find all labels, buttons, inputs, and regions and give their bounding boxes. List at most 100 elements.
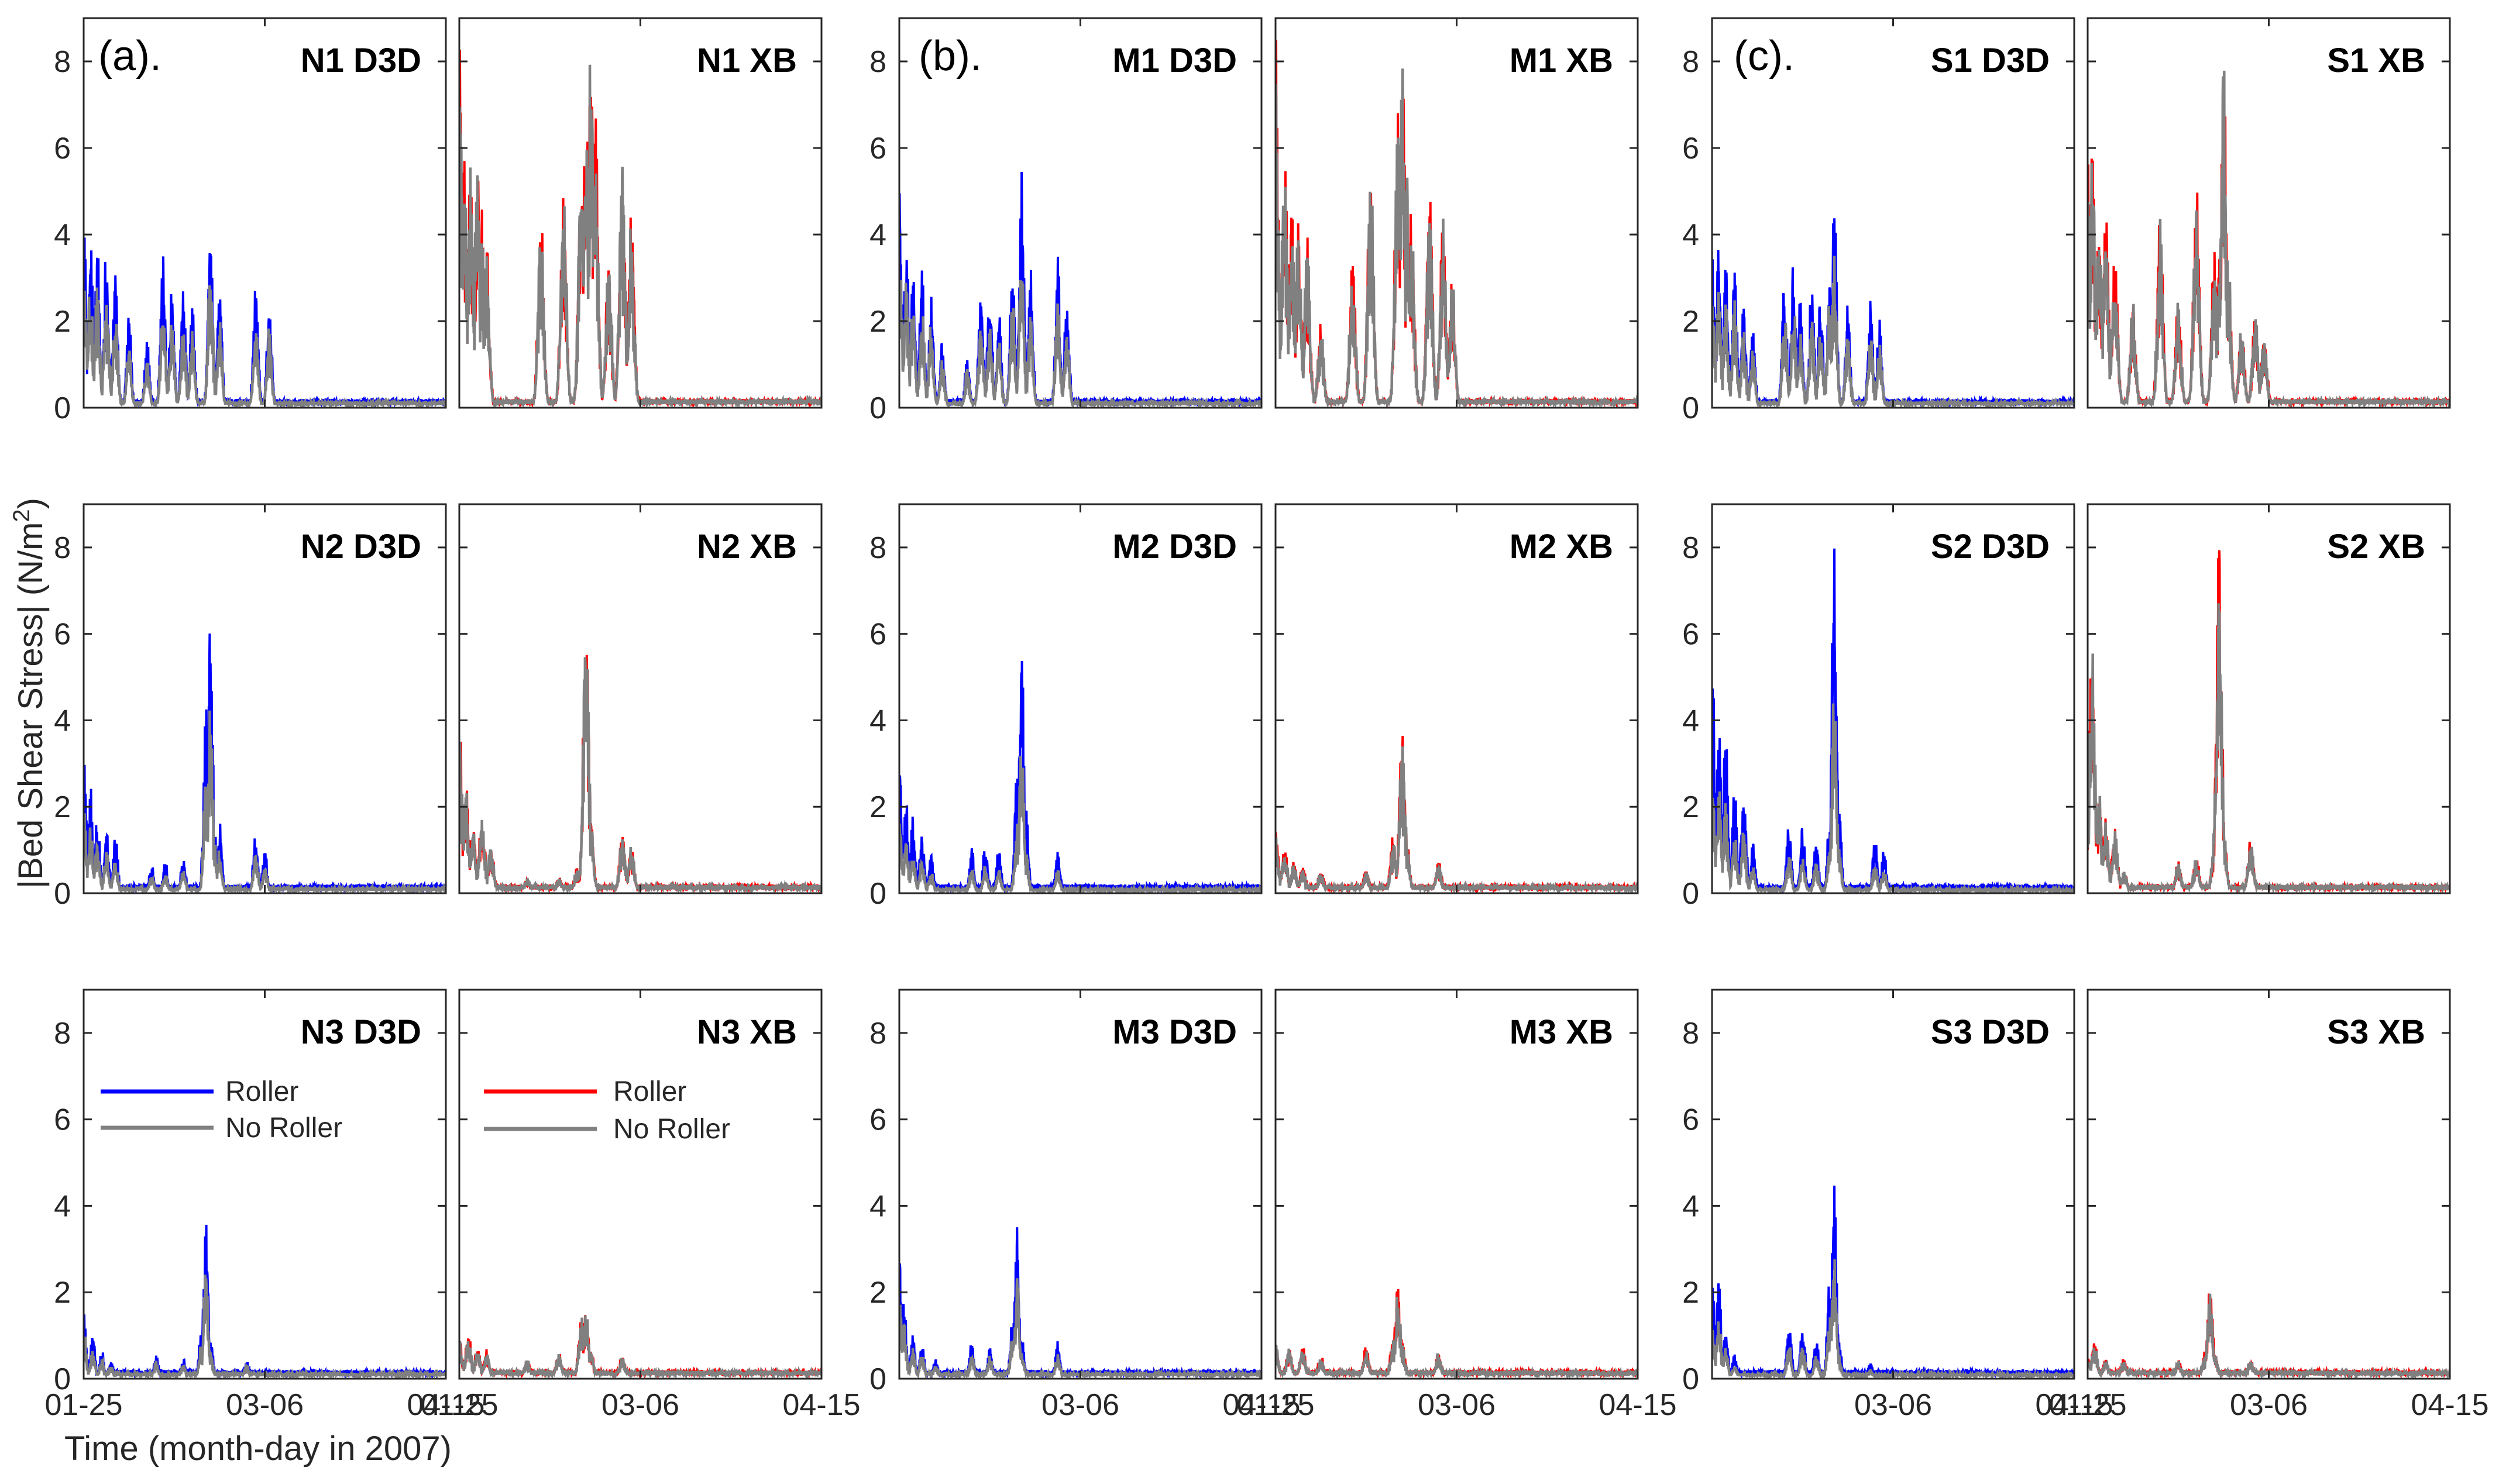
series-roller-m2-d3d	[899, 660, 1261, 893]
panel-m2-d3d: 0 2 4 6 8 M2 D3D	[869, 503, 1263, 911]
series-no-roller-s3-xb	[2088, 1293, 2450, 1379]
group-label-b: (b).	[919, 33, 982, 80]
ytick-label-m2-d3d-4: 4	[869, 704, 886, 738]
ytick-label-n3-d3d-0: 0	[54, 1362, 71, 1396]
series-no-roller-s3-d3d	[1712, 1259, 2074, 1379]
series-no-roller-n2-xb	[459, 657, 821, 893]
series-roller-n3-xb	[459, 1314, 821, 1379]
xtick-label-m3-xb-0: 01-25	[1237, 1388, 1315, 1422]
panel-title-m2-xb: M2 XB	[1510, 528, 1613, 566]
ytick-label-n1-d3d-8: 8	[54, 45, 71, 79]
group-label-c: (c).	[1734, 33, 1795, 80]
series-roller-s3-xb	[2088, 1293, 2450, 1379]
ytick-label-m3-d3d-4: 4	[869, 1189, 886, 1223]
series-no-roller-m2-xb	[1276, 746, 1638, 893]
xtick-label-s3-xb-2: 04-15	[2411, 1388, 2489, 1422]
panel-title-n2-d3d: N2 D3D	[301, 528, 421, 566]
ytick-label-n2-d3d-8: 8	[54, 531, 71, 565]
panel-title-m1-xb: M1 XB	[1510, 42, 1613, 80]
legend-xb-noroller-label: No Roller	[613, 1114, 730, 1145]
ytick-label-s2-d3d-2: 2	[1682, 790, 1699, 824]
series-roller-n2-d3d	[84, 633, 446, 893]
legend-d3d: Roller No Roller	[101, 1076, 342, 1144]
ytick-label-m2-d3d-2: 2	[869, 790, 886, 824]
panel-n3-d3d: 0 2 4 6 8 01-25 03-06 04-15 N3 D3D	[45, 989, 485, 1422]
ytick-label-m3-d3d-8: 8	[869, 1017, 886, 1051]
xtick-label-s3-xb-0: 01-25	[2049, 1388, 2127, 1422]
ytick-label-m3-d3d-2: 2	[869, 1276, 886, 1310]
panel-s1-d3d: 0 2 4 6 8 S1 D3D	[1682, 17, 2075, 425]
ytick-label-m1-d3d-0: 0	[869, 391, 886, 425]
ytick-label-n2-d3d-4: 4	[54, 704, 71, 738]
panel-s2-xb: S2 XB	[2086, 503, 2451, 894]
series-roller-s1-xb	[2088, 88, 2450, 408]
series-no-roller-m3-xb	[1276, 1296, 1638, 1379]
ytick-label-m1-d3d-2: 2	[869, 305, 886, 339]
xtick-label-m3-xb-2: 04-15	[1599, 1388, 1677, 1422]
ytick-label-n2-d3d-6: 6	[54, 618, 71, 652]
xtick-label-s3-d3d-1: 03-06	[1854, 1388, 1932, 1422]
ytick-label-n1-d3d-4: 4	[54, 218, 71, 252]
panel-title-n2-xb: N2 XB	[697, 528, 797, 566]
xtick-label-n3-d3d-2: 04-15	[407, 1388, 485, 1422]
legend-d3d-roller-label: Roller	[225, 1076, 298, 1107]
series-no-roller-m3-d3d	[899, 1278, 1261, 1379]
panel-title-s1-xb: S1 XB	[2327, 42, 2425, 80]
series-no-roller-m1-d3d	[899, 280, 1261, 408]
xtick-label-s3-xb-1: 03-06	[2230, 1388, 2308, 1422]
xtick-label-s3-d3d-2: 04-15	[2036, 1388, 2113, 1422]
series-no-roller-s2-d3d	[1712, 703, 2074, 893]
panel-title-n3-d3d: N3 D3D	[301, 1013, 421, 1051]
series-roller-n2-xb	[459, 655, 821, 893]
panel-title-s3-xb: S3 XB	[2327, 1013, 2425, 1051]
xtick-label-n3-d3d-0: 01-25	[45, 1388, 123, 1422]
series-roller-s2-xb	[2088, 550, 2450, 893]
ytick-label-n2-d3d-0: 0	[54, 877, 71, 911]
panel-m3-xb: 01-25 03-06 04-15 M3 XB	[1237, 989, 1677, 1422]
panel-s2-d3d: 0 2 4 6 8 S2 D3D	[1682, 503, 2075, 911]
panel-title-s3-d3d: S3 D3D	[1931, 1013, 2050, 1051]
legend-xb: Roller No Roller	[484, 1076, 730, 1145]
ytick-label-m1-d3d-4: 4	[869, 218, 886, 252]
panel-n1-xb: N1 XB	[458, 17, 823, 409]
panel-m2-xb: M2 XB	[1274, 503, 1639, 894]
panel-m1-d3d: 0 2 4 6 8 M1 D3D	[869, 17, 1263, 425]
ytick-label-m1-d3d-6: 6	[869, 132, 886, 166]
series-no-roller-s1-xb	[2088, 70, 2450, 408]
series-no-roller-s2-xb	[2088, 603, 2450, 893]
ytick-label-s1-d3d-0: 0	[1682, 391, 1699, 425]
ytick-label-n1-d3d-2: 2	[54, 305, 71, 339]
ytick-label-s3-d3d-2: 2	[1682, 1276, 1699, 1310]
panel-s3-xb: 01-25 03-06 04-15 S3 XB	[2049, 989, 2489, 1422]
xtick-label-m3-d3d-2: 04-15	[1223, 1388, 1301, 1422]
panel-s3-d3d: 0 2 4 6 8 03-06 04-15 S3 D3D	[1682, 989, 2113, 1422]
ytick-label-s3-d3d-6: 6	[1682, 1103, 1699, 1137]
ytick-label-n3-d3d-6: 6	[54, 1103, 71, 1137]
y-axis-title-suffix: )	[12, 498, 50, 509]
series-no-roller-n2-d3d	[84, 710, 446, 893]
panel-title-m1-d3d: M1 D3D	[1112, 42, 1237, 80]
series-roller-m2-xb	[1276, 735, 1638, 893]
xtick-label-n3-xb-2: 04-15	[783, 1388, 861, 1422]
panel-m1-xb: M1 XB	[1274, 17, 1639, 409]
ytick-label-m3-d3d-6: 6	[869, 1103, 886, 1137]
y-axis-title-sup: 2	[9, 509, 35, 522]
xtick-label-n3-xb-0: 01-25	[421, 1388, 499, 1422]
ytick-label-s3-d3d-0: 0	[1682, 1362, 1699, 1396]
panel-n1-d3d: 0 2 4 6 8 N1 D3D	[54, 17, 447, 425]
ytick-label-s1-d3d-6: 6	[1682, 132, 1699, 166]
xtick-label-m3-xb-1: 03-06	[1418, 1388, 1496, 1422]
panel-n3-xb: 01-25 03-06 04-15 N3 XB	[421, 989, 861, 1422]
ytick-label-n2-d3d-2: 2	[54, 790, 71, 824]
panel-title-s1-d3d: S1 D3D	[1931, 42, 2050, 80]
series-roller-m3-xb	[1276, 1289, 1638, 1379]
series-no-roller-n3-xb	[459, 1315, 821, 1379]
panel-m3-d3d: 0 2 4 6 8 03-06 04-15 M3 D3D	[869, 989, 1301, 1422]
ytick-label-n3-d3d-2: 2	[54, 1276, 71, 1310]
panel-title-n1-xb: N1 XB	[697, 42, 797, 80]
xtick-label-n3-xb-1: 03-06	[601, 1388, 679, 1422]
series-roller-m1-xb	[1276, 40, 1638, 408]
legend-xb-roller-label: Roller	[613, 1076, 686, 1107]
ytick-label-m2-d3d-8: 8	[869, 531, 886, 565]
ytick-label-n3-d3d-4: 4	[54, 1189, 71, 1223]
